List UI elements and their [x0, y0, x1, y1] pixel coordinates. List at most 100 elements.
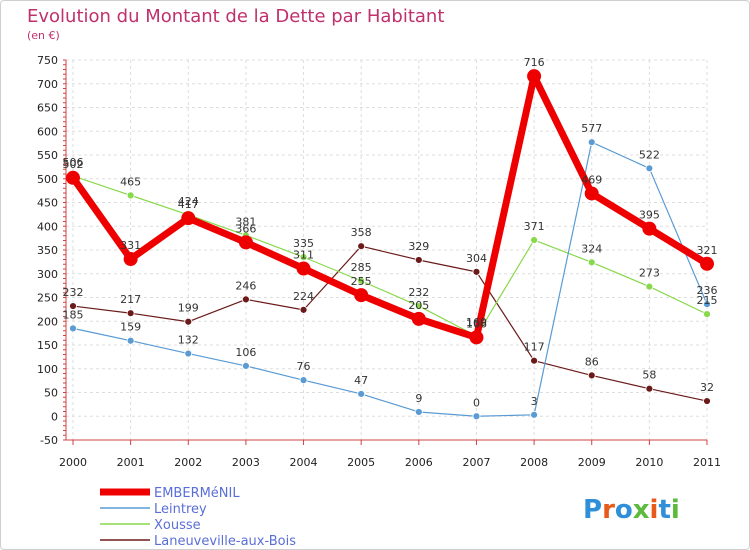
data-point-xousse — [299, 253, 308, 262]
data-point-laneuveville-aux-bois — [126, 309, 135, 318]
data-point-leintrey — [703, 300, 711, 309]
y-tick-label: 300 — [37, 268, 58, 281]
data-label-emberm-nil: 395 — [639, 209, 660, 222]
data-label-emberm-nil: 716 — [524, 56, 545, 69]
legend-label-laneuveville-aux-bois: Laneuveville-aux-Bois — [154, 534, 296, 549]
y-tick-label: 200 — [37, 315, 58, 328]
data-point-laneuveville-aux-bois — [530, 356, 538, 365]
data-point-laneuveville-aux-bois — [587, 371, 596, 380]
data-label-xousse: 169 — [466, 316, 487, 329]
data-point-leintrey — [69, 324, 77, 333]
data-label-emberm-nil: 166 — [466, 317, 487, 330]
x-tick-label: 2000 — [59, 456, 87, 469]
y-tick-label: 50 — [44, 387, 58, 400]
proxiti-logo-text: Proxiti — [583, 495, 680, 525]
data-label-leintrey: 106 — [235, 346, 256, 359]
data-point-leintrey — [414, 408, 423, 416]
data-label-emberm-nil: 469 — [581, 173, 602, 186]
series-line-xousse — [72, 175, 708, 337]
series-line-laneuveville-aux-bois — [72, 245, 708, 402]
data-label-xousse: 371 — [524, 220, 545, 233]
y-tick-label: 700 — [37, 78, 58, 91]
y-tick-label: 0 — [51, 410, 58, 423]
legend-label-leintrey: Leintrey — [154, 502, 207, 517]
data-point-leintrey — [357, 390, 366, 398]
data-point-emberm-nil — [642, 221, 657, 236]
data-label-emberm-nil: 321 — [697, 244, 718, 257]
data-point-emberm-nil — [238, 235, 253, 250]
legend-label-xousse: Xousse — [154, 518, 201, 533]
data-label-laneuveville-aux-bois: 304 — [466, 252, 487, 265]
y-tick-label: 400 — [37, 220, 58, 233]
data-label-laneuveville-aux-bois: 329 — [408, 240, 429, 253]
data-point-emberm-nil — [700, 256, 714, 271]
data-point-xousse — [126, 191, 135, 200]
data-point-leintrey — [587, 138, 596, 147]
data-label-leintrey: 522 — [639, 148, 660, 161]
grid — [66, 59, 708, 441]
data-label-laneuveville-aux-bois: 86 — [585, 355, 599, 368]
data-point-emberm-nil — [584, 186, 599, 201]
data-label-leintrey: 236 — [697, 284, 718, 297]
data-label-laneuveville-aux-bois: 358 — [351, 226, 372, 239]
series — [66, 69, 714, 421]
data-point-leintrey — [242, 361, 250, 370]
data-label-laneuveville-aux-bois: 58 — [642, 369, 656, 382]
x-tick-label: 2001 — [117, 456, 145, 469]
axes: -50 0 50 100 150 200 250 300 350 400 450 500 550 600 6… — [37, 54, 721, 469]
data-label-laneuveville-aux-bois: 32 — [700, 381, 714, 394]
data-label-xousse: 273 — [639, 267, 660, 280]
data-point-emberm-nil — [66, 170, 80, 185]
data-label-laneuveville-aux-bois: 246 — [235, 279, 256, 292]
x-tick-label: 2002 — [174, 456, 202, 469]
x-tick-label: 2003 — [232, 456, 260, 469]
data-label-leintrey: 159 — [120, 321, 141, 334]
chart-subtitle: (en €) — [27, 29, 60, 42]
chart-title: Evolution du Montant de la Dette par Hab… — [27, 6, 444, 27]
data-label-leintrey: 47 — [354, 374, 368, 387]
data-point-xousse — [357, 276, 366, 285]
data-label-xousse: 232 — [408, 286, 429, 299]
data-labels: 232 217 199 246 224 358 329 304 117 86 58 32 506 465 4… — [63, 56, 718, 409]
data-label-laneuveville-aux-bois: 117 — [524, 341, 545, 354]
data-label-leintrey: 185 — [63, 308, 84, 321]
y-tick-label: 350 — [37, 244, 58, 257]
data-point-laneuveville-aux-bois — [299, 305, 308, 314]
y-tick-label: 100 — [37, 363, 58, 376]
data-point-emberm-nil — [296, 261, 311, 276]
proxiti-logo: Proxiti — [583, 495, 680, 525]
data-label-xousse: 285 — [351, 261, 372, 274]
data-point-emberm-nil — [411, 311, 426, 326]
data-point-emberm-nil — [181, 211, 196, 226]
x-tick-label: 2007 — [462, 456, 490, 469]
x-tick-label: 2011 — [693, 456, 721, 469]
data-point-laneuveville-aux-bois — [357, 242, 366, 251]
data-label-leintrey: 3 — [531, 395, 538, 408]
data-point-laneuveville-aux-bois — [414, 256, 423, 264]
y-tick-label: 750 — [37, 54, 58, 67]
data-label-xousse: 465 — [120, 175, 141, 188]
data-point-leintrey — [126, 336, 135, 345]
data-point-emberm-nil — [527, 69, 542, 84]
data-label-emberm-nil: 331 — [120, 239, 141, 252]
legend: EMBERMéNILLeintreyXousseLaneuveville-aux… — [100, 486, 296, 549]
data-label-laneuveville-aux-bois: 199 — [178, 302, 199, 315]
data-point-leintrey — [530, 410, 538, 419]
data-point-laneuveville-aux-bois — [472, 267, 481, 276]
data-label-leintrey: 577 — [581, 122, 602, 135]
data-point-leintrey — [472, 412, 481, 421]
data-label-emberm-nil: 311 — [293, 249, 314, 262]
legend-label-emberm-nil: EMBERMéNIL — [154, 486, 240, 501]
data-label-leintrey: 9 — [415, 392, 422, 405]
data-label-emberm-nil: 366 — [235, 222, 256, 235]
data-label-laneuveville-aux-bois: 232 — [63, 286, 84, 299]
y-tick-label: 150 — [37, 339, 58, 352]
data-point-laneuveville-aux-bois — [645, 384, 654, 393]
data-label-emberm-nil: 417 — [178, 198, 199, 211]
series-line-emberm-nil — [69, 72, 711, 341]
series-line-leintrey — [72, 141, 708, 417]
x-tick-label: 2009 — [578, 456, 606, 469]
y-tick-label: 450 — [37, 197, 58, 210]
